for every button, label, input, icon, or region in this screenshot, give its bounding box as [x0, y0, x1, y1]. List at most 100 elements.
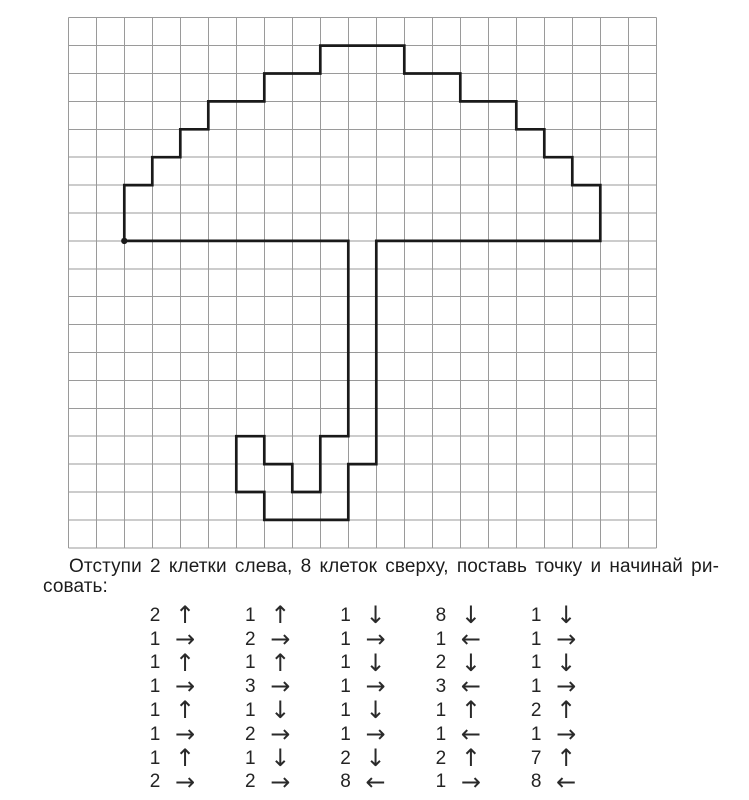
dictation-step: 1 →	[526, 720, 598, 748]
arrow-left-icon: ←	[365, 767, 386, 796]
step-count: 1	[149, 652, 161, 674]
arrow-right-icon: →	[174, 720, 196, 748]
arrow-down-icon: ↓	[460, 648, 481, 677]
arrow-up-icon: ↑	[460, 743, 481, 772]
start-dot	[121, 237, 128, 245]
step-count: 8	[340, 771, 351, 793]
dictation-row: 2 ↑ 1 ↑ 1 ↓ 8 ↓ 1 ↓	[0, 601, 749, 629]
arrow-right-icon: →	[365, 624, 386, 653]
step-count: 1	[435, 628, 447, 650]
dictation-step: 2 →	[240, 767, 312, 796]
dictation-step: 1 ↑	[240, 648, 312, 677]
dictation-step: 1 →	[336, 672, 408, 701]
arrow-down-icon: ↓	[460, 601, 481, 629]
step-count: 1	[530, 628, 542, 650]
arrow-up-icon: ↑	[460, 696, 481, 725]
arrow-down-icon: ↓	[556, 648, 577, 677]
dictation-step: 8 ←	[336, 767, 408, 796]
step-count: 2	[149, 771, 161, 793]
step-count: 2	[245, 771, 256, 793]
dictation-step: 1 ↓	[336, 696, 408, 725]
step-count: 8	[530, 771, 542, 793]
arrow-up-icon: ↑	[174, 696, 196, 725]
dictation-step: 1 ↓	[240, 746, 312, 771]
grid-figure-canvas	[67, 17, 657, 549]
step-count: 1	[530, 604, 542, 626]
arrow-right-icon: →	[270, 624, 291, 653]
dictation-step: 1 ↑	[431, 696, 503, 725]
dictation-step: 1 ←	[431, 722, 503, 747]
dictation-step: 1 ↓	[336, 601, 408, 629]
grid-lines	[67, 17, 657, 549]
dictation-step: 1 →	[431, 770, 503, 795]
step-count: 1	[530, 723, 542, 745]
step-count: 2	[435, 747, 447, 769]
dictation-step: 2 →	[240, 624, 312, 653]
step-count: 1	[340, 676, 351, 698]
step-count: 1	[149, 628, 161, 650]
dictation-row: 1 → 2 → 1 → 1 ← 1 →	[0, 624, 749, 653]
arrow-up-icon: ↑	[270, 648, 291, 677]
dictation-step: 1 ↑	[145, 696, 217, 725]
instruction-text-line2: совать:	[43, 575, 108, 597]
arrow-up-icon: ↑	[174, 648, 196, 677]
step-count: 1	[245, 747, 256, 769]
step-count: 1	[340, 700, 351, 722]
arrow-left-icon: ←	[556, 767, 577, 796]
dictation-row: 1 ↑ 1 ↓ 1 ↓ 1 ↑ 2 ↑	[0, 696, 749, 725]
dictation-step: 7 ↑	[526, 743, 598, 772]
arrow-left-icon: ←	[460, 672, 481, 701]
arrow-up-icon: ↑	[556, 743, 577, 772]
dictation-step: 8 ↓	[431, 601, 503, 629]
arrow-right-icon: →	[174, 624, 196, 653]
step-count: 1	[340, 723, 351, 745]
step-count: 2	[530, 700, 542, 722]
arrow-up-icon: ↑	[174, 743, 196, 772]
arrow-down-icon: ↓	[365, 743, 386, 772]
umbrella-outline	[122, 44, 602, 522]
step-count: 2	[245, 628, 256, 650]
step-count: 1	[149, 747, 161, 769]
arrow-right-icon: →	[556, 720, 577, 748]
step-count: 1	[435, 771, 447, 793]
dictation-step: 1 →	[336, 720, 408, 748]
step-count: 1	[149, 676, 161, 698]
step-count: 2	[435, 652, 447, 674]
instructions: Отступи 2 клетки слева, 8 клеток сверху,…	[43, 557, 719, 597]
dictation-step: 1 ↓	[526, 601, 598, 629]
arrow-right-icon: →	[270, 720, 291, 748]
dictation-step: 1 ↑	[145, 648, 217, 677]
step-count: 1	[530, 676, 542, 698]
step-count: 2	[245, 723, 256, 745]
dictation-step: 1 →	[145, 720, 217, 748]
dictation-row: 2 → 2 → 8 ← 1 → 8 ←	[0, 767, 749, 796]
arrow-down-icon: ↓	[270, 696, 291, 725]
step-count: 2	[149, 604, 161, 626]
dictation-row: 1 ↑ 1 ↓ 2 ↓ 2 ↑ 7 ↑	[0, 743, 749, 772]
arrow-right-icon: →	[270, 767, 291, 796]
step-count: 1	[435, 700, 447, 722]
arrow-down-icon: ↓	[365, 696, 386, 725]
arrow-down-icon: ↓	[556, 601, 577, 629]
dictation-step: 1 ↓	[526, 648, 598, 677]
dictation-row: 1 → 2 → 1 → 1 ← 1 →	[0, 720, 749, 748]
step-count: 1	[245, 652, 256, 674]
dictation-row: 1 → 3 → 1 → 3 ← 1 →	[0, 672, 749, 701]
dictation-step: 1 →	[145, 624, 217, 653]
step-count: 1	[435, 723, 447, 745]
arrow-right-icon: →	[365, 720, 386, 748]
dictation-step: 1 ↓	[240, 696, 312, 725]
dictation-step: 1 →	[526, 627, 598, 652]
step-count: 1	[340, 652, 351, 674]
arrow-right-icon: →	[365, 672, 386, 701]
dictation-step: 2 ↓	[336, 743, 408, 772]
dictation-step: 3 ←	[431, 672, 503, 701]
step-count: 1	[245, 604, 256, 626]
dictation-step: 1 →	[145, 674, 217, 699]
step-count: 2	[340, 747, 351, 769]
arrow-up-icon: ↑	[556, 696, 577, 725]
dictation-step: 1 →	[526, 674, 598, 699]
arrow-down-icon: ↓	[365, 601, 386, 629]
dictation-step: 1 ↑	[145, 743, 217, 772]
